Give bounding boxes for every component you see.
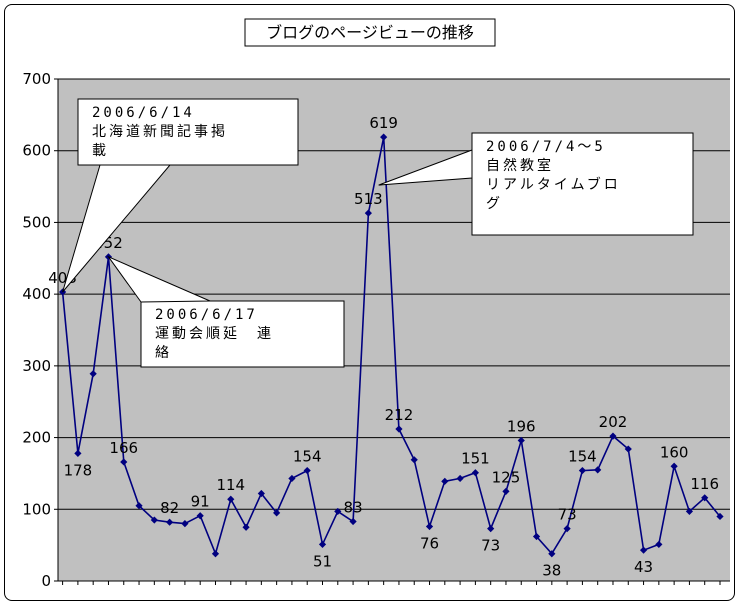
callout-text: 自然教室 <box>486 157 554 174</box>
data-point <box>196 512 204 520</box>
y-tick-label: 200 <box>22 429 51 447</box>
data-label: 43 <box>634 558 653 576</box>
data-point <box>425 522 434 531</box>
data-point <box>639 546 648 554</box>
y-tick-label: 700 <box>22 70 51 88</box>
data-label: 73 <box>481 537 500 555</box>
data-label: 619 <box>369 114 398 132</box>
data-label: 160 <box>660 443 689 461</box>
data-point <box>211 550 220 558</box>
callout-text: 2006/6/17 <box>155 307 258 323</box>
data-point <box>273 509 281 517</box>
data-point <box>670 462 678 470</box>
data-point <box>456 474 464 483</box>
data-label: 82 <box>160 499 179 517</box>
data-label: 76 <box>420 534 439 552</box>
callout-pointer <box>378 149 473 186</box>
data-point <box>349 517 357 526</box>
data-label: 91 <box>191 493 210 511</box>
data-point <box>181 520 189 528</box>
chart-title-box: ブログのページビューの推移 <box>244 18 496 47</box>
data-label: 166 <box>109 439 138 457</box>
data-point <box>716 512 724 521</box>
data-point <box>380 133 388 141</box>
callout-text: 絡 <box>155 345 172 361</box>
data-point <box>532 532 541 541</box>
y-tick-label: 400 <box>22 285 51 303</box>
y-tick-label: 100 <box>22 500 51 518</box>
data-label: 83 <box>344 498 363 516</box>
data-point <box>150 516 158 524</box>
callout: 2006/6/17 運動会順延 連絡 <box>106 255 345 368</box>
data-label: 114 <box>216 476 245 494</box>
data-point <box>395 425 403 433</box>
data-point <box>89 370 97 378</box>
data-label: 51 <box>313 552 332 570</box>
data-point <box>502 487 510 495</box>
data-label: 116 <box>690 475 719 493</box>
data-label: 178 <box>64 461 93 479</box>
callout-box <box>471 132 694 236</box>
y-tick-label: 0 <box>41 572 51 590</box>
y-tick-label: 500 <box>22 213 51 231</box>
callout-text: リアルタイムブロ <box>486 176 621 193</box>
data-point <box>242 523 250 531</box>
data-point <box>517 436 525 445</box>
data-point <box>227 495 235 503</box>
callout-text: 北海道新聞記事掲 <box>92 123 228 140</box>
data-point <box>74 449 82 457</box>
data-point <box>685 507 694 516</box>
data-point <box>655 540 663 549</box>
data-point <box>257 489 265 498</box>
data-point <box>563 525 571 533</box>
y-tick-label: 600 <box>22 142 51 160</box>
data-point <box>487 525 495 533</box>
data-label: 125 <box>492 468 521 486</box>
data-label: 151 <box>461 450 490 468</box>
data-point <box>410 456 418 464</box>
data-point <box>701 494 709 502</box>
y-tick-label: 300 <box>22 357 51 375</box>
data-point <box>135 502 143 510</box>
data-point <box>120 458 128 466</box>
data-point <box>288 474 296 483</box>
data-point <box>471 469 479 477</box>
callout-text: 載 <box>92 143 109 159</box>
chart-title: ブログのページビューの推移 <box>266 23 474 42</box>
data-label: 73 <box>558 506 577 524</box>
callout-pointer <box>106 255 211 303</box>
data-label: 38 <box>542 562 561 580</box>
data-point <box>166 518 174 526</box>
data-point <box>364 209 372 217</box>
data-point <box>624 445 632 453</box>
data-label: 154 <box>293 448 322 466</box>
callout-text: 運動会順延 連 <box>155 326 274 342</box>
data-point <box>594 466 602 474</box>
data-point <box>334 507 342 516</box>
series <box>59 133 724 558</box>
callout-box <box>77 98 299 166</box>
data-label: 196 <box>507 417 536 435</box>
y-axis: 0 100 200 300 400 500 600 700 <box>22 70 730 590</box>
callout-text: 2006/6/14 <box>92 105 195 121</box>
callout-box <box>140 300 345 368</box>
data-point <box>318 540 327 549</box>
data-label: 212 <box>385 406 414 424</box>
data-point <box>548 550 556 558</box>
data-label: 202 <box>599 413 628 431</box>
data-label: 154 <box>568 448 597 466</box>
callout-text: 2006/7/4～5 <box>486 139 606 155</box>
data-point <box>578 466 587 475</box>
data-point <box>303 466 311 475</box>
callout-pointer <box>62 164 172 293</box>
data-label: 513 <box>354 190 383 208</box>
callout-text: グ <box>486 196 503 212</box>
data-point <box>441 477 449 485</box>
data-point <box>609 432 617 440</box>
